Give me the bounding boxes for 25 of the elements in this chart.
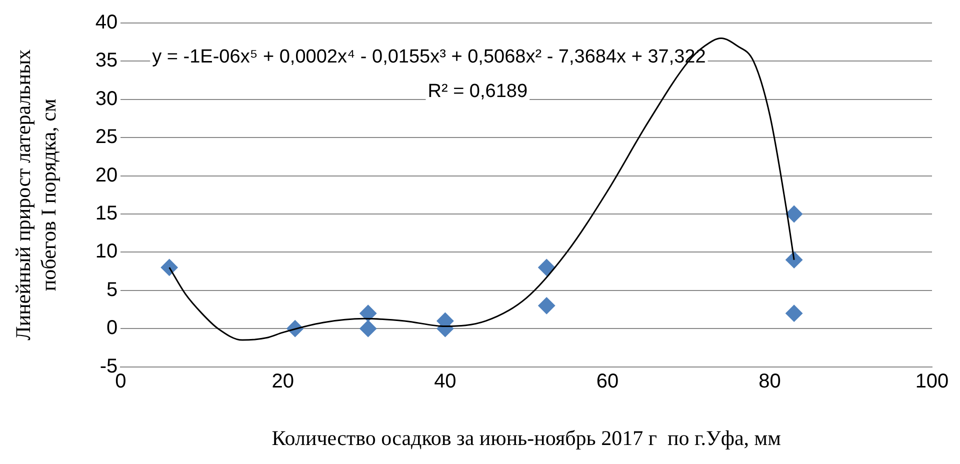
y-tick-label: 0 (106, 317, 118, 340)
y-tick-label: 5 (106, 278, 118, 301)
y-axis-title: Линейный прирост латеральных побегов I порядка, см (11, 48, 60, 340)
x-tick-label: 60 (596, 370, 619, 392)
x-tick-label: 80 (758, 370, 781, 392)
point (360, 304, 377, 322)
point (160, 258, 178, 276)
y-tick-label: 30 (95, 88, 118, 110)
y-tick-label: 10 (95, 240, 118, 263)
annotation: R² = 0,6189 (428, 80, 528, 102)
x-axis-title: Количество осадков за июнь-ноябрь 2017 г по г.Уфа, мм (272, 426, 781, 450)
x-tick-label: 40 (434, 370, 456, 392)
point (360, 320, 377, 338)
point (786, 206, 803, 222)
y-tick-label: 20 (95, 164, 118, 186)
x-tick-label: 20 (272, 370, 294, 392)
point (538, 258, 556, 276)
point (786, 304, 803, 322)
y-tick-label: 40 (95, 12, 118, 34)
y-tick-label: 15 (95, 202, 118, 225)
y-tick-label: 25 (95, 126, 118, 148)
point (538, 297, 556, 314)
y-tick-label: 35 (95, 50, 118, 72)
x-tick-label: 100 (915, 370, 949, 392)
point (786, 251, 803, 268)
